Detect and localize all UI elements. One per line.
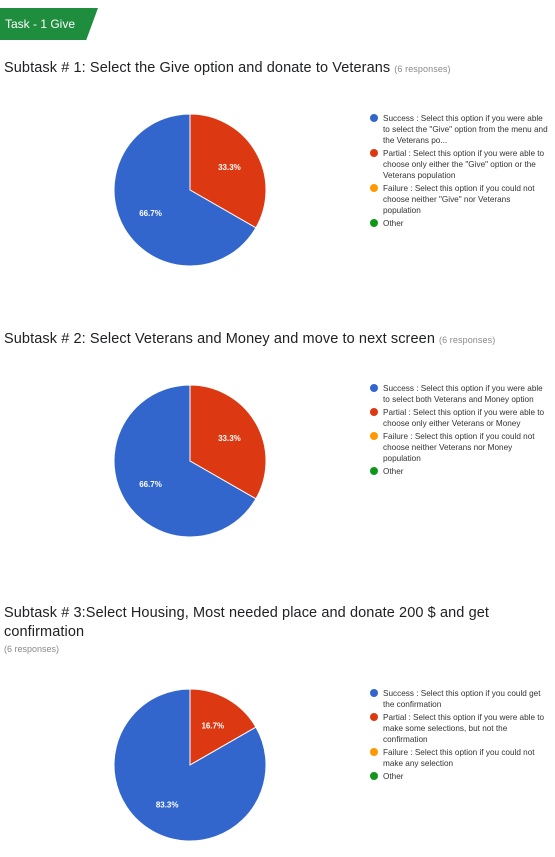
legend-label: Failure : Select this option if you coul… <box>383 748 535 768</box>
legend-item: Other <box>370 771 550 782</box>
legend-label: Other <box>383 772 403 781</box>
slice-data-label: 83.3% <box>156 800 179 809</box>
legend-item: Partial : Select this option if you were… <box>370 712 550 745</box>
legend-label: Success : Select this option if you coul… <box>383 689 540 709</box>
legend-swatch <box>370 689 378 697</box>
legend-swatch <box>370 772 378 780</box>
legend-swatch <box>370 748 378 756</box>
slice-data-label: 16.7% <box>201 722 224 731</box>
legend-3: Success : Select this option if you coul… <box>370 688 550 784</box>
legend-swatch <box>370 713 378 721</box>
legend-label: Partial : Select this option if you were… <box>383 713 544 744</box>
legend-item: Failure : Select this option if you coul… <box>370 747 550 769</box>
legend-item: Success : Select this option if you coul… <box>370 688 550 710</box>
